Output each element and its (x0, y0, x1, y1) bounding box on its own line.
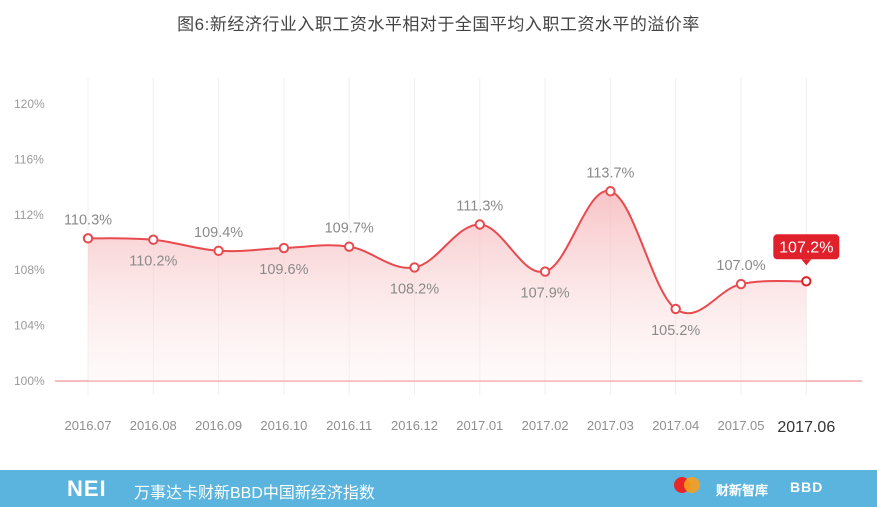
caixin-logo: 财新智库 (716, 483, 769, 498)
data-point (344, 241, 355, 252)
footer-bar: NEI 万事达卡财新BBD中国新经济指数 财新智库 BBD (0, 470, 877, 507)
data-labels: 110.3% 110.2% 109.4% 109.6% 109.7% 108.2% 111.… (64, 165, 840, 339)
x-tick-label: 2017.04 (652, 418, 699, 433)
x-tick-label: 2017.03 (587, 418, 634, 433)
y-tick-label: 100% (14, 374, 45, 388)
data-label: 113.7% (586, 165, 634, 181)
x-tick-label: 2016.12 (391, 418, 438, 433)
data-label: 107.2% (779, 239, 833, 256)
data-point (82, 233, 94, 244)
highlight-badge-pointer (801, 259, 812, 266)
data-label: 109.6% (259, 262, 308, 278)
y-tick-label: 116% (14, 152, 44, 166)
data-label: 105.2% (651, 323, 700, 339)
data-point (213, 245, 224, 257)
data-label: 110.2% (129, 254, 177, 270)
chart-title: 图6:新经济行业入职工资水平相对于全国平均入职工资水平的溢价率 (177, 15, 700, 34)
x-tick-label: 2017.01 (456, 418, 503, 433)
data-point (735, 278, 747, 290)
nei-logo: NEI (67, 476, 107, 501)
y-tick-label: 112% (14, 208, 44, 222)
x-tick-label: 2017.06 (777, 419, 835, 436)
data-label: 107.0% (716, 258, 765, 274)
data-label: 111.3% (456, 198, 503, 214)
highlight-badge (773, 234, 840, 260)
y-tick-label: 120% (14, 97, 45, 111)
mastercard-logo (672, 475, 702, 499)
x-tick-label: 2017.05 (718, 418, 765, 433)
area-fill (88, 190, 807, 381)
data-label: 109.4% (194, 225, 243, 241)
data-label: 110.3% (64, 212, 112, 228)
x-tick-label: 2016.08 (130, 418, 177, 433)
x-tick-label: 2016.10 (260, 418, 307, 433)
data-points (82, 186, 812, 315)
y-axis: 100% 104% 108% 112% 116% 120% (14, 97, 45, 388)
data-point (278, 242, 290, 254)
data-point (605, 186, 616, 197)
data-point (474, 219, 485, 230)
x-tick-label: 2016.09 (195, 418, 242, 433)
x-tick-label: 2016.07 (65, 418, 112, 433)
data-label: 107.9% (521, 286, 570, 302)
x-tick-label: 2017.02 (522, 418, 569, 433)
bbd-logo: BBD (790, 479, 824, 495)
x-tick-label: 2016.11 (326, 418, 372, 433)
y-tick-label: 108% (14, 263, 45, 277)
data-point (148, 234, 159, 245)
chart-canvas: 100% 104% 108% 112% 116% 120% 110.3% 110.2% 109… (14, 78, 862, 436)
data-label: 109.7% (325, 221, 374, 237)
y-tick-label: 104% (14, 319, 45, 333)
data-label: 108.2% (390, 281, 439, 297)
area-fill-path (88, 190, 807, 381)
data-point (539, 266, 551, 277)
data-point (670, 303, 681, 315)
data-point (409, 262, 420, 273)
footer-title: 万事达卡财新BBD中国新经济指数 (134, 485, 375, 502)
x-axis: 2016.07 2016.08 2016.09 2016.10 2016.11 2016.… (65, 418, 836, 436)
data-point (801, 276, 812, 287)
